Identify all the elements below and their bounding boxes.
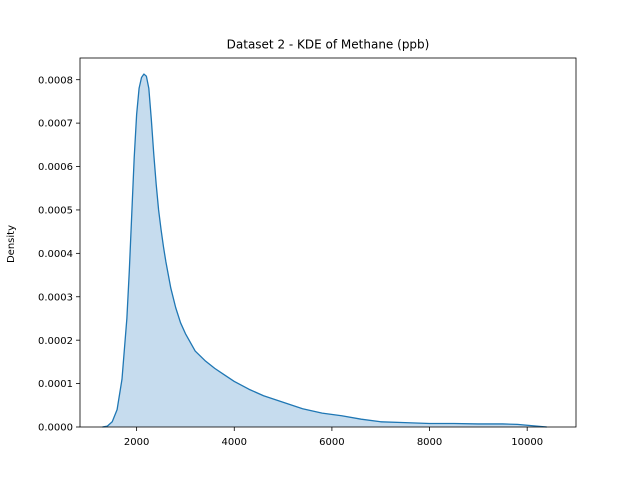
y-tick-label: 0.0005 xyxy=(38,206,73,217)
x-tick-label: 2000 xyxy=(124,437,149,448)
x-axis: 2000 4000 6000 8000 10000 xyxy=(124,427,543,448)
x-tick-label: 6000 xyxy=(319,437,344,448)
x-tick-label: 4000 xyxy=(222,437,247,448)
y-axis: 0.0000 0.0001 0.0002 0.0003 0.0004 0.0005 0.00… xyxy=(38,75,80,434)
plot-area xyxy=(79,57,577,428)
chart-title: Dataset 2 - KDE of Methane (ppb) xyxy=(227,38,430,52)
y-tick-label: 0.0008 xyxy=(38,75,73,86)
y-tick-label: 0.0003 xyxy=(38,292,73,303)
y-tick-label: 0.0000 xyxy=(38,423,73,434)
axes-frame xyxy=(79,57,577,428)
x-tick-label: 10000 xyxy=(511,437,543,448)
y-tick-label: 0.0004 xyxy=(38,249,73,260)
density-area xyxy=(102,74,547,427)
y-tick-label: 0.0007 xyxy=(38,119,73,130)
x-tick-label: 8000 xyxy=(417,437,442,448)
y-tick-label: 0.0002 xyxy=(38,336,73,347)
y-tick-label: 0.0006 xyxy=(38,162,73,173)
density-line xyxy=(102,73,547,428)
y-axis-label: Density xyxy=(6,225,17,263)
y-tick-label: 0.0001 xyxy=(38,379,73,390)
